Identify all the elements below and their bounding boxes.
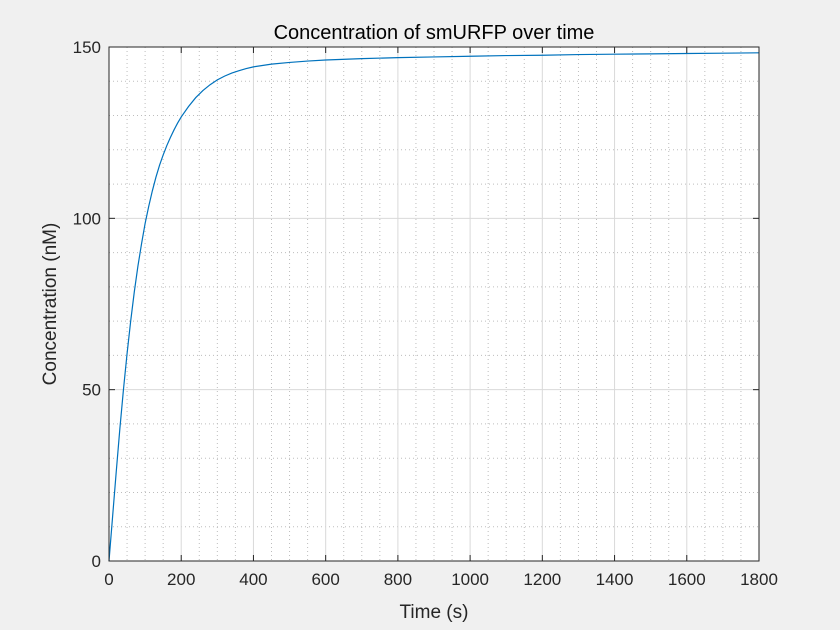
y-tick-label: 100 [73,209,101,228]
y-tick-labels: 0 50 100 150 [73,38,101,571]
y-tick-label: 150 [73,38,101,57]
x-tick-label: 1800 [740,570,778,589]
y-tick-label: 0 [92,552,101,571]
series-layer [108,52,760,562]
x-tick-label: 0 [104,570,113,589]
x-tick-label: 200 [167,570,195,589]
minor-grid [109,47,759,561]
y-tick-label: 50 [82,381,101,400]
series-line [108,52,760,562]
x-tick-label: 600 [311,570,339,589]
x-tick-label: 1400 [596,570,634,589]
chart-title: Concentration of smURFP over time [274,22,595,44]
x-tick-label: 1600 [668,570,706,589]
x-tick-labels: 0 200 400 600 800 1000 1200 1400 1600 1800 [104,570,778,589]
x-tick-label: 1200 [523,570,561,589]
x-tick-label: 400 [239,570,267,589]
x-tick-label: 1000 [451,570,489,589]
axes-box [108,46,760,562]
x-tick-label: 800 [384,570,412,589]
axis-ticks [108,46,760,562]
x-axis-label: Time (s) [400,602,469,623]
y-axis-label: Concentration (nM) [40,223,61,386]
